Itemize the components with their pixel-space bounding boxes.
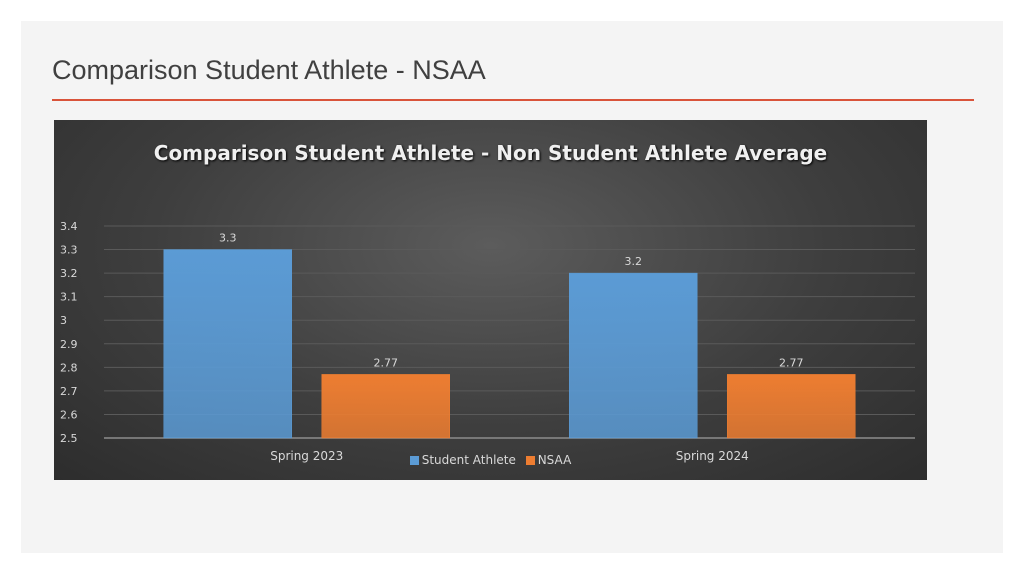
y-tick-label: 3.3 <box>60 244 78 257</box>
legend-item-nsaa: NSAA <box>525 453 572 467</box>
chart-title: Comparison Student Athlete - Non Student… <box>153 141 828 165</box>
y-tick-label: 3.4 <box>60 220 78 233</box>
x-tick-label: Spring 2024 <box>676 449 749 463</box>
bar-chart: 2.5 2.6 2.7 2.8 2.9 3 3.1 3.2 3.3 3.4 3.3 2.77 Sprin… <box>60 220 915 463</box>
legend-label-nsaa: NSAA <box>537 453 572 467</box>
bar-data-label: 3.3 <box>219 232 237 245</box>
slide-title: Comparison Student Athlete - NSAA <box>52 55 486 85</box>
bar <box>727 374 856 439</box>
legend-item-student-athlete: Student Athlete <box>409 453 516 467</box>
y-tick-label: 3.1 <box>60 291 78 304</box>
bar-data-label: 3.2 <box>625 255 643 268</box>
y-tick-label: 2.9 <box>60 338 78 351</box>
y-tick-label: 3.2 <box>60 267 78 280</box>
x-tick-label: Spring 2023 <box>270 449 343 463</box>
legend-swatch-student-athlete <box>409 455 419 465</box>
chart-legend: Student Athlete NSAA <box>54 453 927 468</box>
legend-swatch-nsaa <box>525 455 535 465</box>
y-tick-label: 2.6 <box>60 408 78 421</box>
y-tick-label: 2.7 <box>60 385 78 398</box>
y-tick-label: 2.8 <box>60 361 78 374</box>
slide: Comparison Student Athlete - NSAA 2.5 2.6… <box>21 21 1003 553</box>
bar <box>163 249 292 439</box>
chart-container: 2.5 2.6 2.7 2.8 2.9 3 3.1 3.2 3.3 3.4 3.3 2.77 Sprin… <box>54 120 927 480</box>
bar <box>569 272 698 439</box>
y-tick-label: 2.5 <box>60 432 78 445</box>
bar-data-label: 2.77 <box>779 356 804 369</box>
bar-data-label: 2.77 <box>374 356 399 369</box>
bar <box>321 374 450 439</box>
title-divider <box>52 99 974 101</box>
legend-label-student-athlete: Student Athlete <box>421 453 516 467</box>
y-tick-label: 3 <box>60 314 67 327</box>
